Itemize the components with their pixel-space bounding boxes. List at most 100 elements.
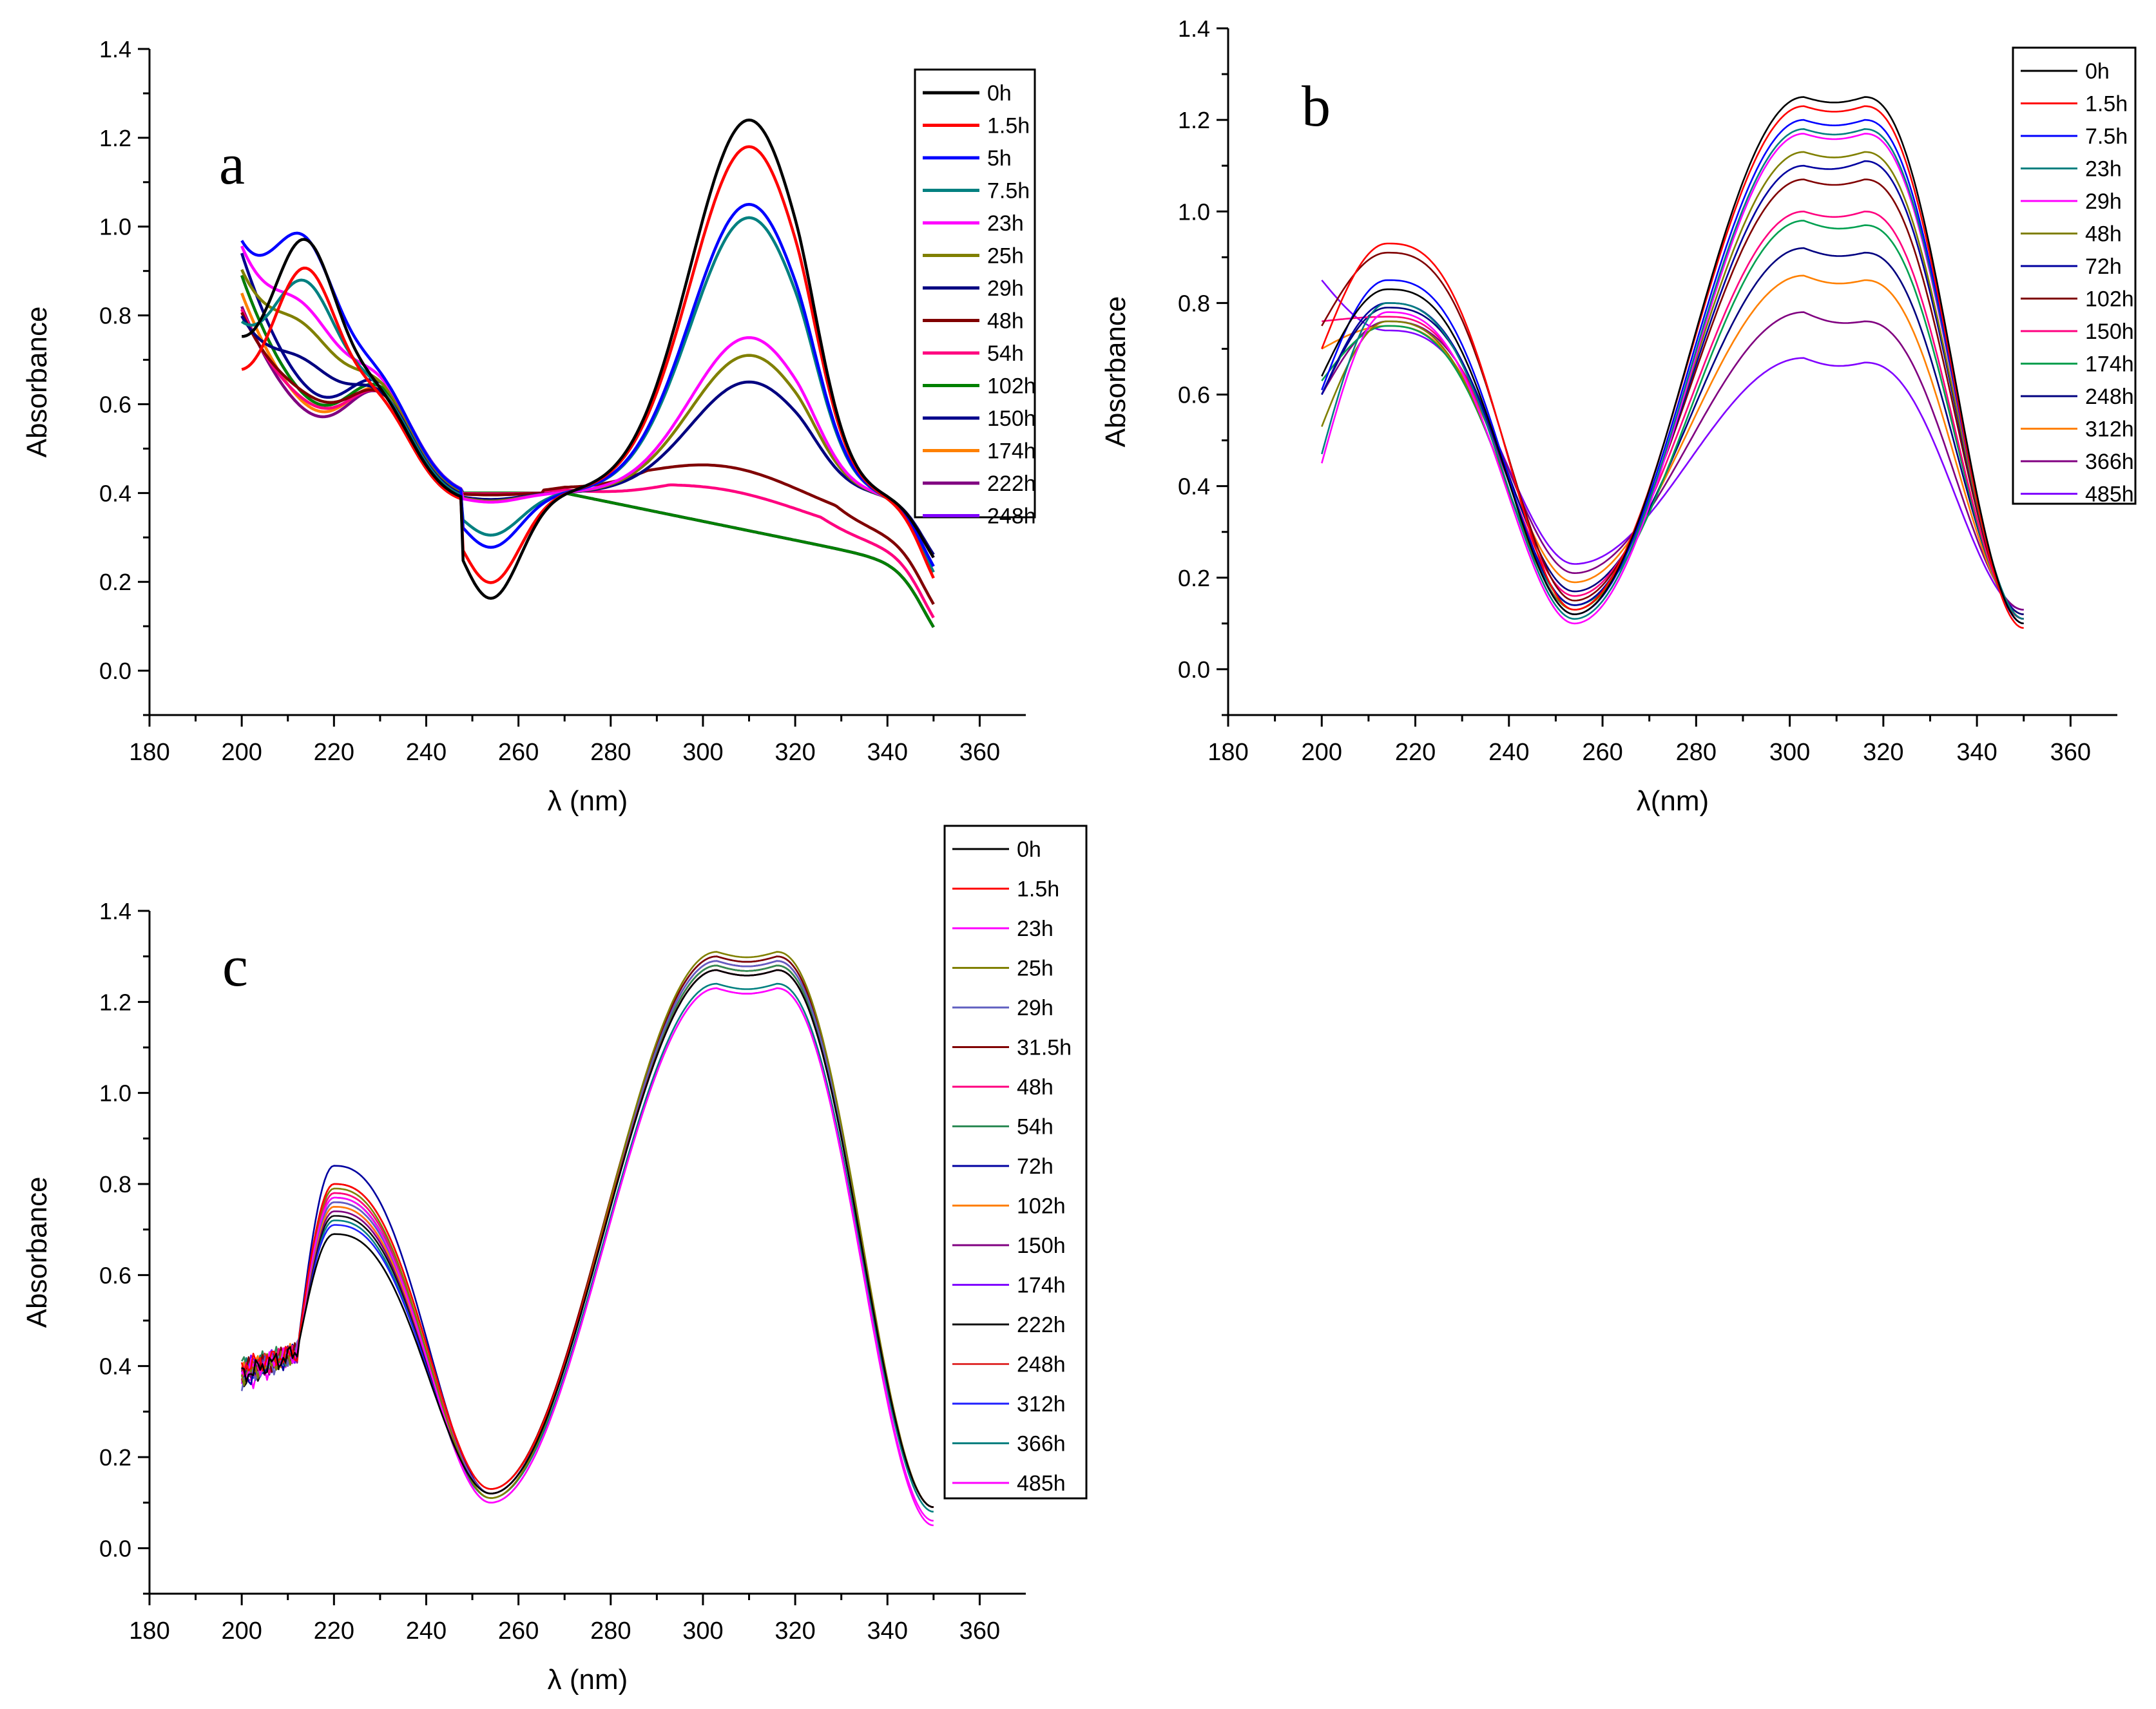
legend-label: 0h — [1017, 837, 1041, 862]
x-tick-label: 200 — [221, 739, 262, 766]
y-tick-label: 0.0 — [1178, 656, 1210, 683]
legend-label: 29h — [1017, 996, 1054, 1020]
x-tick-label: 360 — [959, 739, 1000, 766]
x-tick-label: 260 — [498, 1618, 539, 1645]
x-tick-label: 200 — [1302, 739, 1342, 766]
legend-label: 150h — [1017, 1234, 1066, 1258]
legend-box — [943, 825, 1088, 1500]
x-axis-title: λ (nm) — [548, 1664, 628, 1695]
legend-label: 102h — [1017, 1194, 1066, 1219]
legend-label: 366h — [1017, 1432, 1066, 1456]
legend-label: 25h — [1017, 957, 1054, 981]
legend-label: 248h — [1017, 1353, 1066, 1377]
x-tick-label: 240 — [1488, 739, 1529, 766]
y-tick-label: 1.0 — [99, 214, 131, 240]
series-line — [1321, 274, 2024, 615]
y-tick-label: 1.4 — [99, 36, 131, 62]
legend-label: 25h — [987, 244, 1024, 269]
y-axis-title: Absorbance — [1100, 296, 1131, 448]
panel-label: b — [1302, 75, 1331, 138]
y-tick-label: 0.4 — [99, 1353, 131, 1380]
legend-label: 222h — [987, 472, 1036, 496]
legend-label: 150h — [2085, 320, 2134, 344]
series-line — [1321, 220, 2024, 620]
legend-label: 54h — [987, 341, 1024, 366]
series-line — [1322, 211, 2024, 620]
x-tick-label: 220 — [314, 1618, 354, 1645]
y-tick-label: 0.6 — [1178, 382, 1210, 408]
series-line — [240, 274, 935, 628]
legend-label: 48h — [1017, 1075, 1054, 1100]
x-tick-label: 360 — [2050, 739, 2091, 766]
legend-label: 174h — [987, 439, 1036, 464]
x-tick-label: 180 — [1208, 739, 1248, 766]
legend-label: 7.5h — [2085, 124, 2128, 149]
legend-label: 102h — [2085, 287, 2134, 312]
x-tick-label: 300 — [682, 1618, 723, 1645]
legend-label: 222h — [1017, 1313, 1066, 1337]
series-line — [1321, 133, 2024, 625]
legend-label: 0h — [987, 81, 1012, 106]
legend-label: 102h — [987, 374, 1036, 399]
x-tick-label: 180 — [129, 739, 169, 766]
x-tick-label: 280 — [590, 1618, 631, 1645]
legend-label: 174h — [2085, 352, 2134, 377]
series-line — [241, 982, 934, 1513]
legend-label: 248h — [987, 504, 1036, 529]
x-axis-title: λ(nm) — [1637, 785, 1709, 817]
legend-label: 485h — [1017, 1471, 1066, 1496]
legend-label: 0h — [2085, 59, 2110, 84]
legend-label: 366h — [2085, 450, 2134, 474]
series-line — [1321, 96, 2024, 625]
series-line — [241, 969, 934, 1508]
x-tick-label: 340 — [1956, 739, 1997, 766]
x-axis-title: λ (nm) — [548, 785, 628, 817]
legend-label: 48h — [987, 309, 1024, 334]
legend-label: 29h — [2085, 189, 2122, 214]
legend-label: 1.5h — [1017, 877, 1059, 902]
x-tick-label: 340 — [867, 739, 908, 766]
x-tick-label: 220 — [1395, 739, 1436, 766]
y-tick-label: 0.6 — [99, 391, 131, 417]
y-tick-label: 0.8 — [1178, 290, 1210, 316]
legend-box — [914, 68, 1036, 519]
legend-label: 31.5h — [1017, 1036, 1072, 1060]
panel-b: 180 200 220 240 260 280 300 320 340 360 0.0 0.2 0.4 0… — [1100, 15, 2137, 817]
y-tick-label: 1.0 — [99, 1080, 131, 1107]
legend-label: 150h — [987, 406, 1036, 431]
x-tick-label: 180 — [129, 1618, 169, 1645]
x-tick-label: 360 — [959, 1618, 1000, 1645]
legend-label: 72h — [1017, 1154, 1054, 1179]
legend-label: 54h — [1017, 1115, 1054, 1140]
y-tick-label: 0.8 — [99, 303, 131, 329]
legend-label: 485h — [2085, 482, 2134, 507]
x-tick-label: 300 — [682, 739, 723, 766]
series-line — [1321, 128, 2024, 620]
y-tick-label: 1.2 — [99, 125, 131, 151]
legend-label: 174h — [1017, 1274, 1066, 1298]
y-tick-label: 1.2 — [1178, 107, 1210, 133]
x-tick-label: 200 — [221, 1618, 262, 1645]
x-tick-label: 320 — [775, 739, 815, 766]
y-tick-label: 0.4 — [99, 480, 131, 506]
legend-label: 29h — [987, 276, 1024, 301]
panel-label: a — [219, 133, 245, 196]
legend-label: 1.5h — [987, 114, 1030, 138]
x-tick-label: 240 — [406, 1618, 447, 1645]
legend-label: 5h — [987, 146, 1012, 171]
y-tick-label: 0.0 — [99, 658, 131, 684]
x-tick-label: 300 — [1769, 739, 1810, 766]
series-line — [1321, 280, 2024, 611]
series-line — [1321, 119, 2024, 625]
legend-label: 23h — [1017, 917, 1054, 941]
x-tick-label: 340 — [867, 1618, 908, 1645]
legend-label: 312h — [2085, 417, 2134, 442]
legend-label: 248h — [2085, 385, 2134, 409]
y-tick-label: 1.4 — [1178, 15, 1210, 42]
legend-label: 1.5h — [2085, 92, 2128, 117]
y-tick-label: 0.2 — [1178, 565, 1210, 591]
x-tick-label: 260 — [1582, 739, 1622, 766]
y-axis-title: Absorbance — [21, 1177, 53, 1328]
x-tick-label: 320 — [775, 1618, 815, 1645]
